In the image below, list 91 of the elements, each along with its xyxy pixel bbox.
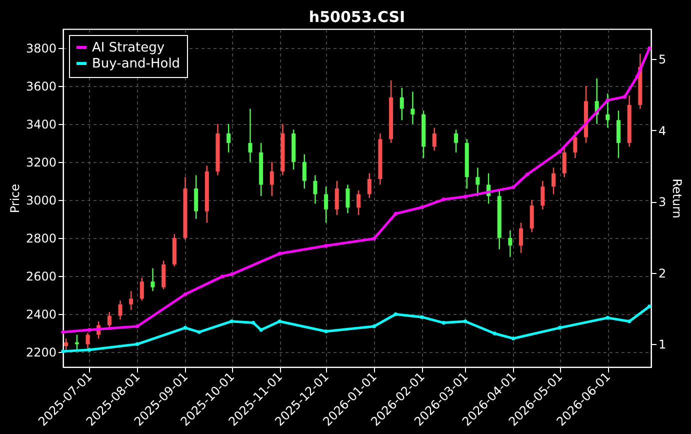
y2-tick-label: 3 — [658, 195, 666, 210]
point — [61, 330, 65, 334]
candlestick — [162, 260, 166, 290]
point — [511, 336, 516, 340]
candlestick — [194, 174, 198, 220]
y-tick-label: 2200 — [26, 345, 56, 360]
y-tick-label: 3000 — [26, 193, 56, 208]
candlestick — [519, 222, 524, 254]
point — [511, 185, 516, 190]
point — [463, 194, 468, 198]
legend-label: AI Strategy — [92, 40, 165, 56]
point — [442, 320, 446, 325]
y-tick-label: 3200 — [26, 155, 56, 170]
point — [251, 320, 256, 325]
point — [324, 329, 328, 334]
y-tick-label: 3800 — [26, 41, 56, 56]
y2-tick-label: 5 — [658, 52, 666, 66]
y2-tick-label: 1 — [658, 338, 666, 352]
point — [606, 316, 610, 320]
candlestick — [410, 91, 415, 125]
point — [87, 328, 92, 332]
point — [135, 324, 140, 328]
point — [648, 46, 652, 50]
point — [648, 304, 652, 308]
candlestick — [346, 184, 350, 214]
candlestick — [248, 108, 252, 163]
point — [558, 150, 562, 154]
point — [558, 326, 562, 330]
y-tick-label: 2600 — [26, 269, 56, 284]
candlestick — [616, 110, 621, 159]
candlestick — [118, 300, 122, 320]
candlestick — [606, 92, 610, 128]
y-tick-label: 2400 — [26, 307, 56, 322]
candlestick — [530, 199, 534, 233]
point — [183, 292, 188, 296]
y-tick-label: 3600 — [26, 79, 56, 94]
legend-label: Buy-and-Hold — [92, 56, 180, 72]
point — [394, 312, 398, 316]
point — [324, 244, 328, 248]
candlestick — [226, 123, 231, 154]
point — [135, 342, 140, 346]
candlestick — [454, 129, 458, 154]
point — [372, 236, 376, 241]
candlestick — [86, 332, 90, 351]
candlestick — [540, 180, 545, 210]
candlestick — [573, 130, 578, 159]
y2-tick-label: 4 — [658, 124, 666, 138]
candlestick — [140, 277, 144, 302]
candlestick — [367, 172, 372, 199]
candlestick — [150, 268, 155, 292]
candlestick — [129, 290, 134, 311]
candlestick — [324, 186, 328, 224]
y-tick-label: 3400 — [26, 117, 56, 132]
candlestick — [432, 127, 436, 152]
point — [525, 172, 530, 176]
candlestick — [400, 87, 404, 121]
point — [183, 326, 188, 330]
point — [197, 330, 202, 334]
point — [372, 324, 376, 328]
point — [492, 332, 497, 336]
y-tick-label: 2800 — [26, 231, 56, 246]
point — [442, 198, 446, 202]
point — [420, 315, 424, 319]
candlestick — [334, 180, 339, 216]
point — [278, 319, 282, 324]
point — [394, 212, 398, 216]
candlestick — [107, 311, 112, 330]
candlestick — [476, 167, 480, 197]
point — [622, 94, 627, 99]
point — [259, 328, 263, 332]
chart-title: h50053.CSI — [308, 8, 406, 26]
point — [606, 98, 610, 102]
candlestick — [313, 174, 318, 204]
candlestick — [356, 190, 361, 216]
candlestick — [508, 230, 512, 258]
candlestick — [302, 154, 306, 190]
point — [61, 349, 65, 354]
point — [220, 274, 224, 278]
point — [230, 272, 234, 276]
y-axis-title: Price — [8, 184, 22, 214]
point — [635, 74, 639, 79]
y2-axis-title: Return — [670, 178, 684, 218]
y2-tick-label: 2 — [658, 266, 666, 280]
candlestick — [552, 167, 556, 195]
point — [627, 319, 632, 324]
point — [463, 319, 468, 324]
candlestick — [270, 161, 274, 197]
point — [230, 319, 234, 324]
point — [278, 252, 282, 256]
point — [420, 205, 424, 210]
point — [87, 348, 92, 352]
